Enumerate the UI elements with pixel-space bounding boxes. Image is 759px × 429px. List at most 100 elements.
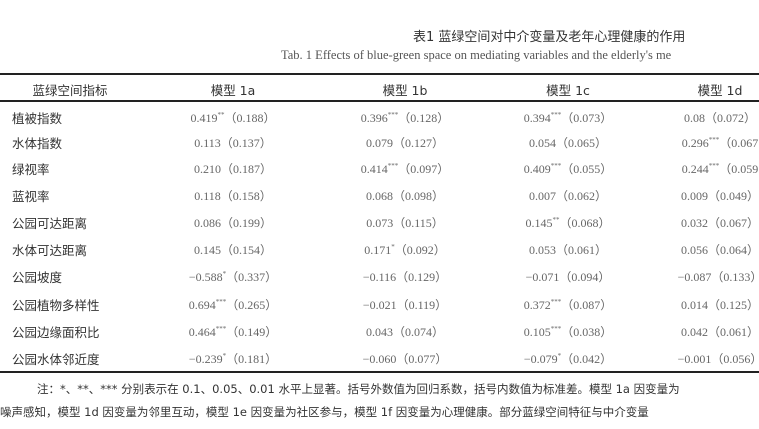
significance-stars: *** [550,162,562,170]
significance-stars: *** [550,298,562,306]
table-cell: 0.396***（0.128） [361,109,450,126]
table-cell: 0.042（0.061） [681,323,759,340]
standard-error: （0.062） [555,189,608,203]
table-cell: 0.372***（0.087） [524,296,613,313]
table-cell: −0.116（0.129） [363,268,447,285]
significance-stars: *** [708,136,720,144]
standard-error: （0.059 [719,162,759,176]
coefficient: 0.409 [523,162,551,176]
standard-error: （0.068） [559,216,611,230]
coefficient: −0.021 [362,298,397,312]
standard-error: （0.061） [707,325,759,339]
coefficient: 0.043 [365,325,393,339]
standard-error: （0.337） [226,270,278,284]
significance-stars: *** [387,111,399,119]
table-cell: 0.296***（0.067 [682,134,759,151]
significance-stars: *** [550,325,562,333]
standard-error: （0.094） [559,270,611,284]
standard-error: （0.098） [392,189,445,203]
table-cell: 0.086（0.199） [194,214,272,231]
table-cell: 0.073（0.115） [366,214,444,231]
table-note-line-2: 噪声感知，模型 1d 因变量为邻里互动，模型 1e 因变量为社区参与，模型 1f… [0,405,649,419]
table-cell: 0.694***（0.265） [189,296,278,313]
table-cell: −0.087（0.133） [678,268,759,285]
coefficient: 0.086 [193,216,221,230]
table-cell: 0.043（0.074） [366,323,444,340]
standard-error: （0.119） [396,298,448,312]
row-label: 植被指数 [12,111,63,126]
table-cell: 0.056（0.064） [681,241,759,258]
standard-error: （0.137） [220,136,272,150]
coefficient: 0.053 [528,243,556,257]
column-header: 蓝绿空间指标 [32,83,108,98]
table-cell: 0.113（0.137） [194,134,272,151]
column-header: 模型 1a [210,83,256,98]
standard-error: （0.115） [393,216,444,230]
standard-error: （0.129） [396,270,448,284]
row-label: 公园植物多样性 [12,298,100,313]
standard-error: （0.042） [561,352,613,366]
header-rule [0,100,759,102]
bottom-rule [0,371,759,373]
coefficient: 0.171 [364,243,392,257]
standard-error: （0.049） [707,189,759,203]
table-cell: 0.394***（0.073） [524,109,613,126]
table-cell: 0.118（0.158） [194,187,272,204]
table-cell: −0.021（0.119） [363,296,447,313]
table-cell: 0.007（0.062） [529,187,607,204]
table-cell: 0.068（0.098） [366,187,444,204]
coefficient: 0.414 [360,162,388,176]
coefficient: 0.118 [194,189,221,203]
coefficient: 0.068 [365,189,393,203]
table-cell: 0.409***（0.055） [524,160,613,177]
standard-error: （0.055） [561,162,613,176]
significance-stars: ** [217,111,225,119]
standard-error: （0.061） [555,243,608,257]
standard-error: （0.199） [220,216,273,230]
significance-stars: * [557,352,562,360]
table-cell: 0.08（0.072） [684,109,756,126]
column-header: 模型 1b [382,83,428,98]
coefficient: 0.009 [680,189,708,203]
coefficient: 0.244 [681,162,709,176]
table-cell: −0.001（0.056） [678,350,759,367]
table-cell: 0.053（0.061） [529,241,607,258]
table-title-en: Tab. 1 Effects of blue-green space on me… [281,48,672,62]
coefficient: 0.419 [190,111,218,125]
coefficient: 0.042 [680,325,708,339]
coefficient: 0.145 [525,216,553,230]
row-label: 公园水体邻近度 [12,352,100,367]
row-label: 公园边缘面积比 [12,325,100,340]
coefficient: 0.054 [528,136,556,150]
coefficient: −0.071 [525,270,560,284]
coefficient: 0.372 [523,298,551,312]
standard-error: （0.149） [226,325,278,339]
table-cell: −0.239*（0.181） [189,350,277,367]
coefficient: 0.032 [680,216,708,230]
row-label: 公园可达距离 [12,216,88,231]
significance-stars: *** [550,111,562,119]
row-label: 蓝视率 [12,189,50,204]
standard-error: （0.158） [220,189,272,203]
standard-error: （0.154） [220,243,273,257]
row-label: 水体指数 [12,136,63,151]
table-title-cn: 表1 蓝绿空间对中介变量及老年心理健康的作用 [413,30,686,45]
table-cell: 0.210（0.187） [194,160,272,177]
table-cell: 0.054（0.065） [529,134,607,151]
standard-error: （0.074） [392,325,445,339]
coefficient: −0.001 [677,352,712,366]
table-cell: −0.079*（0.042） [524,350,612,367]
standard-error: （0.127） [392,136,445,150]
row-label: 绿视率 [12,162,50,177]
coefficient: 0.073 [366,216,394,230]
coefficient: −0.116 [362,270,397,284]
standard-error: （0.038） [561,325,613,339]
significance-stars: *** [387,162,399,170]
table-cell: 0.145**（0.068） [525,214,610,231]
coefficient: 0.145 [193,243,221,257]
significance-stars: * [222,352,227,360]
significance-stars: *** [215,298,227,306]
standard-error: （0.188） [224,111,276,125]
coefficient: −0.060 [362,352,397,366]
coefficient: 0.056 [680,243,708,257]
